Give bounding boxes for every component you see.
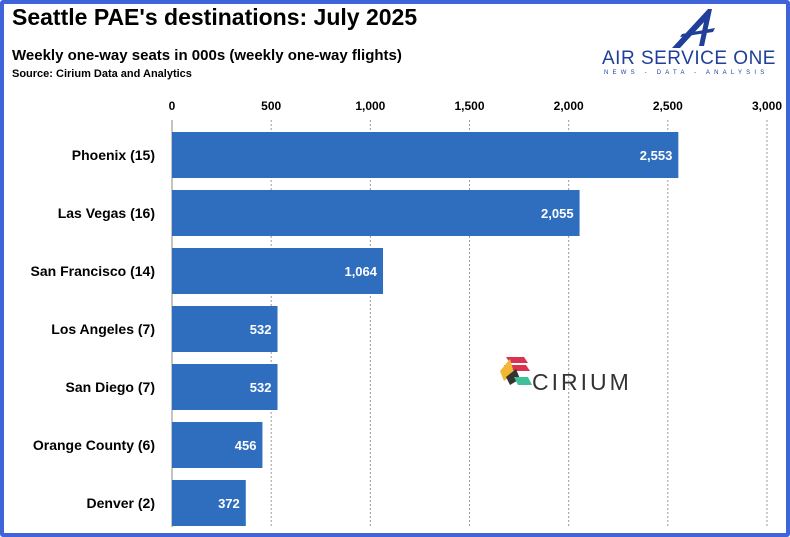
chart-title: Seattle PAE's destinations: July 2025 xyxy=(12,4,418,30)
air-service-one-logo: AIR SERVICE ONE NEWS - DATA - ANALYSIS xyxy=(600,6,775,81)
chart-subtitle: Weekly one-way seats in 000s (weekly one… xyxy=(12,47,402,64)
category-label: San Francisco (14) xyxy=(31,263,156,279)
cirium-watermark: CIRIUM xyxy=(500,355,629,395)
bar xyxy=(172,248,384,294)
plane-a-icon xyxy=(672,9,715,48)
chart-source: Source: Cirium Data and Analytics xyxy=(12,68,192,80)
value-label: 1,064 xyxy=(344,264,377,279)
cirium-name: CIRIUM xyxy=(532,369,632,395)
x-tick-label: 500 xyxy=(261,99,281,113)
bar xyxy=(172,306,278,352)
cirium-logo-icon xyxy=(500,357,532,385)
value-label: 372 xyxy=(218,496,240,511)
bar xyxy=(172,422,263,468)
bar xyxy=(172,364,278,410)
category-label: Phoenix (15) xyxy=(72,147,155,163)
bar xyxy=(172,480,246,526)
logo-name: AIR SERVICE ONE xyxy=(602,48,776,69)
bar xyxy=(172,132,679,178)
logo-tagline: NEWS - DATA - ANALYSIS xyxy=(604,70,769,76)
value-label: 532 xyxy=(250,322,272,337)
value-label: 532 xyxy=(250,380,272,395)
x-tick-label: 1,500 xyxy=(454,99,484,113)
bar xyxy=(172,190,580,236)
category-label: Los Angeles (7) xyxy=(51,321,155,337)
value-label: 2,553 xyxy=(640,148,673,163)
value-label: 456 xyxy=(235,438,257,453)
category-label: San Diego (7) xyxy=(66,379,155,395)
category-label: Orange County (6) xyxy=(33,437,155,453)
x-tick-label: 3,000 xyxy=(752,99,782,113)
category-label: Las Vegas (16) xyxy=(58,205,155,221)
x-tick-label: 0 xyxy=(169,99,176,113)
category-label: Denver (2) xyxy=(87,495,155,511)
x-tick-label: 1,000 xyxy=(355,99,385,113)
x-tick-label: 2,000 xyxy=(554,99,584,113)
x-tick-label: 2,500 xyxy=(653,99,683,113)
value-label: 2,055 xyxy=(541,206,574,221)
